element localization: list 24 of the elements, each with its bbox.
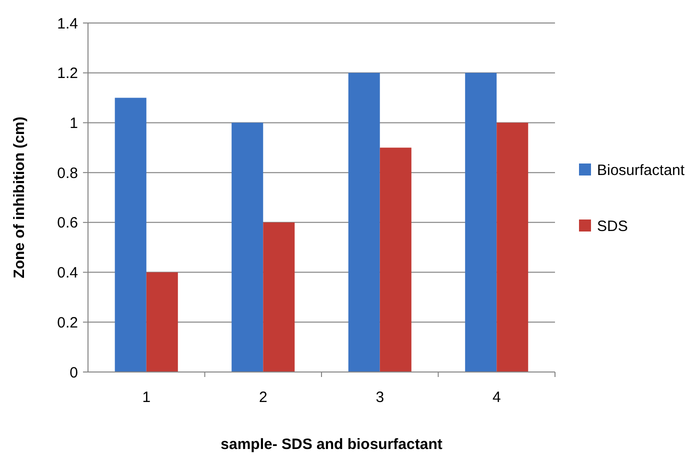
x-tick-label: 3 [376,389,384,406]
y-tick-label: 0.8 [57,164,78,182]
y-tick-label: 1 [70,114,78,132]
x-tick-label: 1 [142,389,151,406]
y-tick-label: 0 [70,364,78,382]
bar [114,98,146,372]
y-axis-title: Zone of inhibition (cm) [11,116,28,278]
bar [380,148,412,372]
y-tick-label: 1.2 [57,65,78,82]
y-tick-label: 1.4 [57,15,78,32]
legend-label: Biosurfactant [597,162,686,179]
y-tick-label: 0.4 [57,264,78,282]
legend-label: SDS [597,218,628,235]
x-tick-label: 4 [492,389,501,406]
bar [465,72,497,372]
bar [146,272,178,372]
bar [263,222,295,372]
bar [348,72,380,372]
y-tick-label: 0.6 [57,214,78,232]
y-tick-label: 0.2 [57,314,78,332]
bar [232,122,264,372]
x-tick-label: 2 [258,389,268,406]
bar [496,122,528,372]
x-axis-title: sample- SDS and biosurfactant [220,436,442,453]
